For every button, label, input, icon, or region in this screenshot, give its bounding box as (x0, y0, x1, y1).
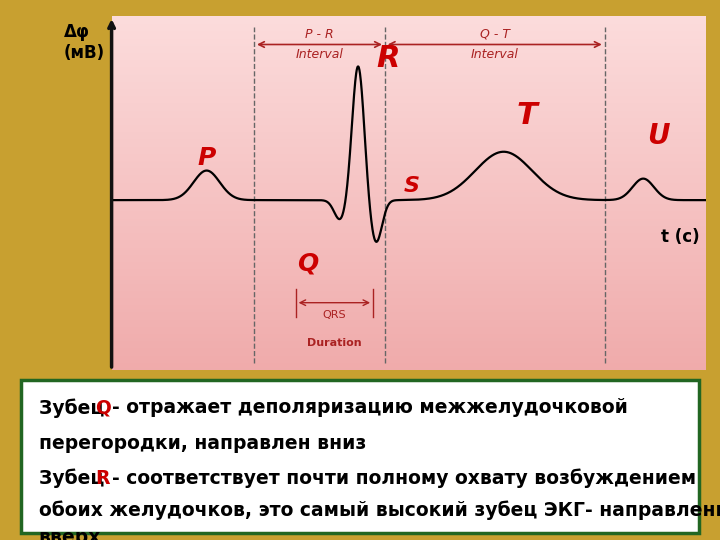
Text: R: R (376, 44, 400, 73)
Text: Q - T: Q - T (480, 28, 510, 41)
Text: QRS: QRS (323, 310, 346, 320)
Text: Зубец: Зубец (39, 469, 110, 488)
Text: t (с): t (с) (661, 228, 700, 246)
Text: T: T (517, 101, 538, 130)
Text: вверх: вверх (39, 528, 101, 540)
Text: - отражает деполяризацию межжелудочковой: - отражает деполяризацию межжелудочковой (112, 399, 629, 417)
Text: R: R (95, 469, 109, 488)
Text: U: U (647, 123, 670, 151)
Text: S: S (404, 176, 420, 196)
Text: Q: Q (297, 252, 318, 276)
Text: - соответствует почти полному охвату возбуждением: - соответствует почти полному охвату воз… (112, 469, 696, 488)
Text: Interval: Interval (296, 48, 343, 61)
Text: P: P (197, 146, 216, 170)
Text: перегородки, направлен вниз: перегородки, направлен вниз (39, 434, 366, 454)
Text: Δφ
(мВ): Δφ (мВ) (64, 23, 105, 62)
Text: Duration: Duration (307, 338, 361, 348)
Text: Q: Q (95, 399, 111, 417)
Text: Зубец: Зубец (39, 399, 110, 418)
Text: P - R: P - R (305, 28, 334, 41)
Text: Interval: Interval (471, 48, 518, 61)
Text: обоих желудочков, это самый высокий зубец ЭКГ- направленный: обоих желудочков, это самый высокий зубе… (39, 500, 720, 519)
FancyBboxPatch shape (22, 380, 698, 533)
